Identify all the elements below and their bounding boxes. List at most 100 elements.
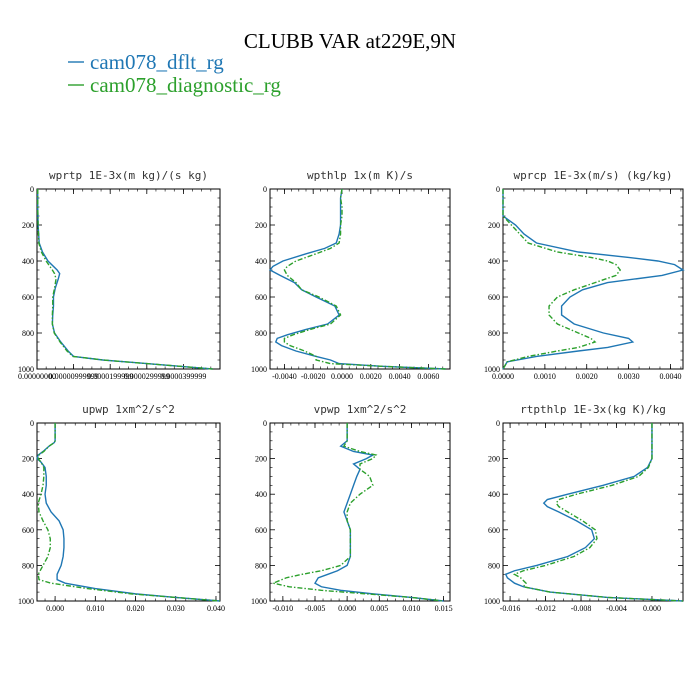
y-tick-label: 600 [22, 526, 34, 535]
plot-frame [269, 188, 451, 370]
y-tick-label: 600 [22, 293, 34, 302]
x-tick-label: 0.0000199999 [87, 372, 133, 381]
panel-title: wprtp 1E-3x(m kg)/(s kg) [49, 169, 208, 182]
legend-label-diagnostic: cam078_diagnostic_rg [90, 73, 281, 97]
panel-4: upwp 1xm^2/s^2 0 200 400 600 800 1000 0.000 0.01… [18, 403, 225, 613]
series-line-diagnostic [283, 188, 446, 370]
series-line-diagnostic [502, 189, 622, 370]
series-line-dflt [502, 189, 685, 370]
x-tick-label: 0.00000999999 [49, 372, 99, 381]
plot-frame [36, 422, 221, 602]
series-line-dflt [36, 423, 221, 602]
x-tick-label: -0.005 [305, 604, 326, 613]
x-tick-label: 0.020 [127, 604, 145, 613]
series-line-dflt [314, 423, 444, 602]
y-tick-label: 600 [488, 293, 500, 302]
x-tick-label: 0.0020 [576, 372, 598, 381]
x-tick-label: -0.012 [535, 604, 556, 613]
x-tick-label: 0.000 [643, 604, 661, 613]
series-line-dflt [504, 423, 684, 602]
y-tick-label: 200 [488, 221, 500, 230]
x-tick-label: -0.016 [500, 604, 521, 613]
panel-title: vpwp 1xm^2/s^2 [314, 403, 407, 416]
y-tick-label: 200 [22, 455, 34, 464]
series-line-diagnostic [512, 423, 684, 602]
x-tick-label: 0.0020 [360, 372, 382, 381]
y-tick-label: 400 [488, 257, 500, 266]
panel-6: rtpthlp 1E-3x(kg K)/kg02004006008001000-… [484, 403, 684, 613]
plot-frame [269, 422, 451, 602]
y-tick-label: 400 [22, 490, 34, 499]
series-line-diagnostic [37, 189, 213, 370]
x-tick-label: 0.0000299999 [124, 372, 170, 381]
y-tick-label: 200 [255, 455, 267, 464]
x-tick-label: 0.015 [435, 604, 453, 613]
y-tick-label: 600 [255, 293, 267, 302]
plot-frame [36, 188, 221, 370]
panel-title: upwp 1xm^2/s^2 [82, 403, 175, 416]
y-tick-label: 0 [263, 185, 267, 194]
series-line-dflt [268, 188, 446, 370]
x-tick-label: 0.000 [338, 604, 356, 613]
y-tick-label: 0 [263, 419, 267, 428]
y-tick-label: 800 [488, 561, 500, 570]
panel-2: wpthlp 1x(m K)/s 0 200 400 600 800 1000 -0.0040… [251, 169, 451, 381]
y-tick-label: 800 [488, 329, 500, 338]
y-tick-label: 200 [488, 455, 500, 464]
x-tick-label: -0.0020 [301, 372, 326, 381]
y-tick-label: 800 [255, 329, 267, 338]
x-tick-label: 0.0040 [659, 372, 681, 381]
y-tick-label: 1000 [18, 365, 34, 374]
x-tick-label: 0.010 [402, 604, 420, 613]
panel-title: wpthlp 1x(m K)/s [307, 169, 413, 182]
x-tick-label: -0.010 [273, 604, 294, 613]
plot-frame [502, 422, 684, 602]
y-tick-label: 1000 [251, 597, 267, 606]
y-tick-label: 1000 [484, 597, 500, 606]
y-tick-label: 200 [255, 221, 267, 230]
y-tick-label: 1000 [484, 365, 500, 374]
panel-3: wprcp 1E-3x(m/s) (kg/kg) 0 200 400 600 800 100… [484, 169, 685, 381]
y-tick-label: 400 [255, 490, 267, 499]
legend: cam078_dflt_rg cam078_diagnostic_rg [68, 50, 281, 97]
x-tick-label: 0.005 [370, 604, 388, 613]
x-tick-label: 0.0030 [618, 372, 640, 381]
x-tick-label: 0.030 [167, 604, 185, 613]
x-tick-label: -0.0040 [272, 372, 297, 381]
y-tick-label: 800 [22, 561, 34, 570]
y-tick-label: 1000 [18, 597, 34, 606]
y-tick-label: 1000 [251, 365, 267, 374]
panels-grid: wprtp 1E-3x(m kg)/(s kg) 0 200 400 600 800 100… [18, 169, 685, 613]
y-tick-label: 200 [22, 221, 34, 230]
y-tick-label: 0 [496, 185, 500, 194]
y-tick-label: 0 [496, 419, 500, 428]
x-tick-label: 0.0000 [331, 372, 353, 381]
y-tick-label: 600 [255, 526, 267, 535]
x-tick-label: 0.000 [46, 604, 64, 613]
panel-title: wprcp 1E-3x(m/s) (kg/kg) [514, 169, 673, 182]
panel-title: rtpthlp 1E-3x(kg K)/kg [520, 403, 666, 416]
x-tick-label: 0.0000 [492, 372, 514, 381]
y-tick-label: 800 [255, 561, 267, 570]
series-line-dflt [37, 189, 213, 370]
y-tick-label: 400 [22, 257, 34, 266]
panel-1: wprtp 1E-3x(m kg)/(s kg) 0 200 400 600 800 100… [18, 169, 221, 381]
figure-title: CLUBB VAR at229E,9N [244, 29, 456, 53]
x-tick-label: 0.0000399999 [160, 372, 206, 381]
legend-label-dflt: cam078_dflt_rg [90, 50, 224, 74]
y-tick-label: 400 [488, 490, 500, 499]
panel-5: vpwp 1xm^2/s^2 0 200 400 600 800 1000 -0.010 -0.… [251, 403, 453, 613]
x-tick-label: 0.0060 [417, 372, 439, 381]
y-tick-label: 600 [488, 526, 500, 535]
x-tick-label: -0.008 [571, 604, 592, 613]
series-line-diagnostic [37, 423, 221, 602]
x-tick-label: 0.0040 [389, 372, 411, 381]
y-tick-label: 800 [22, 329, 34, 338]
y-tick-label: 400 [255, 257, 267, 266]
x-tick-label: 0.0010 [534, 372, 556, 381]
y-tick-label: 0 [30, 185, 34, 194]
x-tick-label: 0.00000000 [18, 372, 56, 381]
x-tick-label: 0.040 [207, 604, 225, 613]
series-line-diagnostic [270, 423, 444, 602]
